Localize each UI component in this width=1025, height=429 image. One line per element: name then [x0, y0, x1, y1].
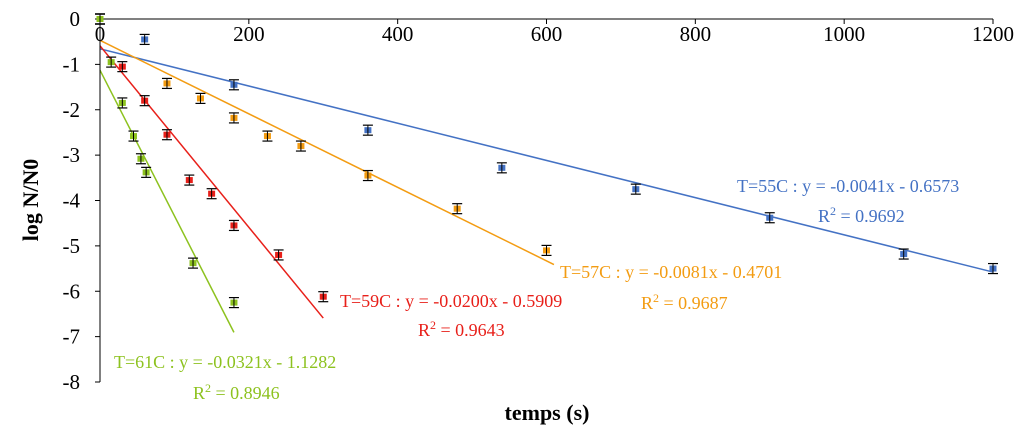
- x-tick-label: 400: [382, 22, 414, 46]
- data-point: [128, 130, 139, 142]
- data-point: [139, 95, 150, 107]
- equation-labels: T=55C : y = -0.0041x - 0.6573 R2 = 0.969…: [114, 176, 959, 403]
- r2-label-59c: R2 = 0.9643: [418, 318, 505, 340]
- data-point: [184, 174, 195, 186]
- data-point: [117, 97, 128, 109]
- data-point: [139, 33, 150, 46]
- data-point: [188, 257, 199, 269]
- equation-label-55c: T=55C : y = -0.0041x - 0.6573: [737, 176, 959, 196]
- data-point: [764, 212, 775, 224]
- data-point: [362, 169, 373, 182]
- y-tick-label: -1: [63, 52, 81, 76]
- x-tick-label: 1000: [823, 22, 865, 46]
- fit-line: [99, 39, 555, 266]
- data-point: [496, 162, 507, 174]
- data-point: [228, 219, 239, 232]
- data-point: [452, 203, 463, 215]
- data-point: [362, 124, 373, 136]
- r2-label-57c: R2 = 0.9687: [641, 291, 728, 313]
- y-tick-label: 0: [70, 7, 81, 31]
- y-tick-label: -5: [63, 234, 81, 258]
- equation-label-61c: T=61C : y = -0.0321x - 1.1282: [114, 352, 336, 372]
- data-point: [206, 188, 217, 200]
- fit-line: [99, 45, 324, 319]
- x-axis-title: temps (s): [505, 400, 590, 425]
- data-point: [95, 13, 105, 25]
- x-tick-label: 1200: [972, 22, 1014, 46]
- x-tick-label: 800: [680, 22, 712, 46]
- r2-label-55c: R2 = 0.9692: [818, 204, 905, 226]
- data-point: [318, 291, 329, 303]
- data-point: [135, 153, 146, 165]
- y-tick-label: -3: [63, 143, 81, 167]
- data-point: [228, 296, 239, 309]
- data-point: [262, 130, 273, 142]
- axes: [99, 18, 993, 382]
- fit-line: [99, 48, 994, 273]
- axis-ticks: 0 200 400 600 800 1000 1200 0 -1 -2 -3 -4 -5 -6 -7 -8: [63, 7, 1015, 394]
- x-tick-label: 0: [95, 22, 106, 46]
- equation-label-57c: T=57C : y = -0.0081x - 0.4701: [560, 262, 782, 282]
- data-point: [161, 129, 172, 141]
- fit-line: [99, 69, 235, 333]
- fit-lines: [99, 39, 994, 333]
- data-point: [630, 183, 641, 195]
- data-point: [898, 248, 909, 260]
- data-point: [295, 140, 306, 152]
- data-point: [988, 262, 998, 275]
- data-point: [228, 79, 239, 91]
- data-point: [117, 61, 128, 73]
- y-tick-label: -8: [63, 370, 81, 394]
- x-tick-label: 600: [531, 22, 563, 46]
- data-point: [106, 56, 117, 68]
- data-points: [95, 13, 998, 309]
- data-point: [541, 244, 552, 257]
- y-tick-label: -4: [63, 189, 81, 213]
- x-tick-label: 200: [233, 22, 265, 46]
- data-point: [273, 249, 284, 261]
- data-point: [195, 92, 206, 105]
- y-axis-title: log N/N0: [18, 159, 43, 242]
- r2-label-61c: R2 = 0.8946: [193, 381, 280, 403]
- data-point: [141, 166, 152, 178]
- data-point: [228, 112, 239, 124]
- y-tick-label: -6: [63, 279, 81, 303]
- y-tick-label: -7: [63, 325, 81, 349]
- y-tick-label: -2: [63, 98, 81, 122]
- data-point: [161, 77, 172, 90]
- equation-label-59c: T=59C : y = -0.0200x - 0.5909: [340, 291, 562, 311]
